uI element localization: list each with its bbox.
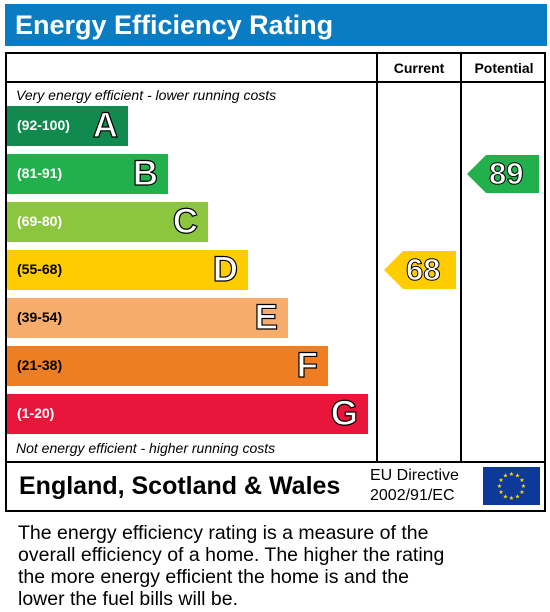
- footer-region: England, Scotland & Wales: [19, 472, 341, 500]
- eu-star-icon: ★: [509, 495, 514, 502]
- eu-star-icon: ★: [519, 477, 524, 484]
- description-line: The energy efficiency rating is a measur…: [18, 522, 429, 544]
- rating-band-e: (39-54) E: [7, 297, 288, 338]
- eu-directive-line2: 2002/91/EC: [370, 487, 455, 504]
- eu-star-icon: ★: [503, 493, 508, 500]
- potential-column-divider: [460, 52, 462, 463]
- rating-band-c: (69-80) C: [7, 201, 208, 242]
- description-line: overall efficiency of a home. The higher…: [18, 544, 445, 566]
- band-range-label: (55-68): [17, 261, 63, 277]
- header-divider: [5, 81, 546, 83]
- band-range-label: (39-54): [17, 309, 63, 325]
- band-range-label: (92-100): [17, 117, 70, 133]
- title-bar: Energy Efficiency Rating: [5, 4, 547, 46]
- band-letter: D: [212, 249, 238, 289]
- band-range-label: (1-20): [17, 405, 55, 421]
- band-letter: C: [172, 201, 198, 241]
- page-title: Energy Efficiency Rating: [15, 10, 334, 40]
- eu-star-icon: ★: [515, 473, 520, 480]
- potential-rating-arrow: 89: [467, 155, 539, 193]
- potential-arrow-shape: [467, 155, 539, 193]
- current-rating-arrow: 68: [384, 251, 456, 289]
- band-letter: A: [92, 105, 118, 145]
- potential-column-header: Potential: [474, 60, 534, 76]
- rating-band-d: (55-68) D: [7, 249, 248, 290]
- description: The energy efficiency rating is a measur…: [18, 522, 538, 610]
- band-letter: G: [330, 393, 358, 433]
- bottom-note: Not energy efficient - higher running co…: [16, 440, 276, 456]
- eu-star-icon: ★: [519, 489, 524, 496]
- current-arrow-shape: [384, 251, 456, 289]
- eu-directive-line1: EU Directive: [370, 467, 459, 484]
- band-range-label: (21-38): [17, 357, 63, 373]
- eu-flag-stars: ★ ★★★★★★★★★★★: [497, 471, 526, 502]
- eu-star-icon: ★: [498, 477, 503, 484]
- eu-star-icon: ★: [521, 483, 526, 490]
- band-letter: E: [254, 297, 279, 337]
- eu-star-icon: ★: [515, 493, 520, 500]
- description-line: the more energy efficient the home is an…: [18, 566, 409, 588]
- footer-divider: [5, 461, 546, 463]
- eu-star-icon: ★: [503, 473, 508, 480]
- rating-band-b: (81-91) B: [7, 153, 168, 194]
- description-line: lower the fuel bills will be.: [18, 588, 239, 610]
- band-letter: B: [132, 153, 158, 193]
- top-note: Very energy efficient - lower running co…: [16, 87, 277, 103]
- eu-flag-icon: ★ ★ ★ ★ ★ ★ ★ ★ ★ ★ ★ ★: [483, 467, 540, 505]
- current-rating-value: 68: [405, 252, 441, 288]
- rating-band-f: (21-38) F: [7, 345, 328, 386]
- band-letter: F: [296, 345, 319, 385]
- band-range-label: (81-91): [17, 165, 63, 181]
- rating-frame: [5, 52, 546, 512]
- current-column-header: Current: [393, 60, 445, 76]
- rating-band-g: (1-20) G: [7, 393, 368, 434]
- potential-rating-value: 89: [488, 156, 524, 192]
- eu-star-icon: ★: [497, 483, 502, 490]
- rating-band-a: (92-100) A: [7, 105, 128, 146]
- eu-star-icon: ★: [509, 471, 514, 478]
- current-column-divider: [376, 52, 378, 463]
- band-range-label: (69-80): [17, 213, 63, 229]
- eu-star-icon: ★: [498, 489, 503, 496]
